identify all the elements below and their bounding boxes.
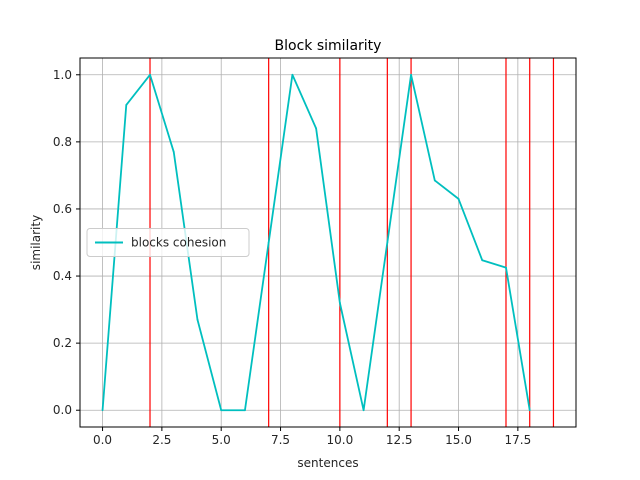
y-tick-label: 0.0 <box>53 403 72 417</box>
x-tick-label: 5.0 <box>212 433 231 447</box>
x-tick-label: 12.5 <box>386 433 413 447</box>
x-tick-label: 0.0 <box>93 433 112 447</box>
data-point <box>410 73 412 76</box>
data-point <box>457 197 460 200</box>
y-tick-label: 0.8 <box>53 135 72 149</box>
axes-frame <box>79 57 577 428</box>
data-point <box>125 104 128 106</box>
data-point <box>220 409 223 412</box>
data-point <box>101 409 104 412</box>
data-point <box>386 241 389 244</box>
legend: blocks cohesion <box>86 228 250 257</box>
x-axis-label: sentences <box>297 456 358 470</box>
data-point <box>244 409 246 412</box>
data-point <box>528 409 531 412</box>
x-tick-label: 15.0 <box>445 433 472 447</box>
data-point <box>172 151 175 153</box>
data-point <box>433 179 436 182</box>
x-tick-label: 10.0 <box>327 433 354 447</box>
x-tick-label: 2.5 <box>152 433 171 447</box>
data-point <box>267 241 270 244</box>
data-point <box>315 127 318 130</box>
data-point <box>481 259 484 262</box>
y-tick-label: 0.2 <box>53 336 72 350</box>
data-point <box>505 266 507 269</box>
y-tick-label: 1.0 <box>53 68 72 82</box>
legend-label: blocks cohesion <box>131 236 226 250</box>
x-axis-ticks: 0.0 2.5 5.0 7.5 10.0 12.5 15.0 17.5 <box>93 427 531 447</box>
y-axis-ticks: 0.0 0.2 0.4 0.6 0.8 1.0 <box>53 68 80 417</box>
data-point <box>362 409 365 412</box>
legend-box <box>86 228 250 257</box>
data-point <box>149 73 151 76</box>
y-axis-label: similarity <box>29 215 43 270</box>
x-tick-label: 17.5 <box>504 433 531 447</box>
y-tick-label: 0.6 <box>53 202 72 216</box>
chart-title: Block similarity <box>275 38 382 54</box>
data-point <box>291 73 294 76</box>
data-point <box>196 318 199 321</box>
series-layer <box>101 73 531 412</box>
y-tick-label: 0.4 <box>53 269 72 283</box>
data-point <box>338 301 341 304</box>
x-tick-label: 7.5 <box>271 433 290 447</box>
